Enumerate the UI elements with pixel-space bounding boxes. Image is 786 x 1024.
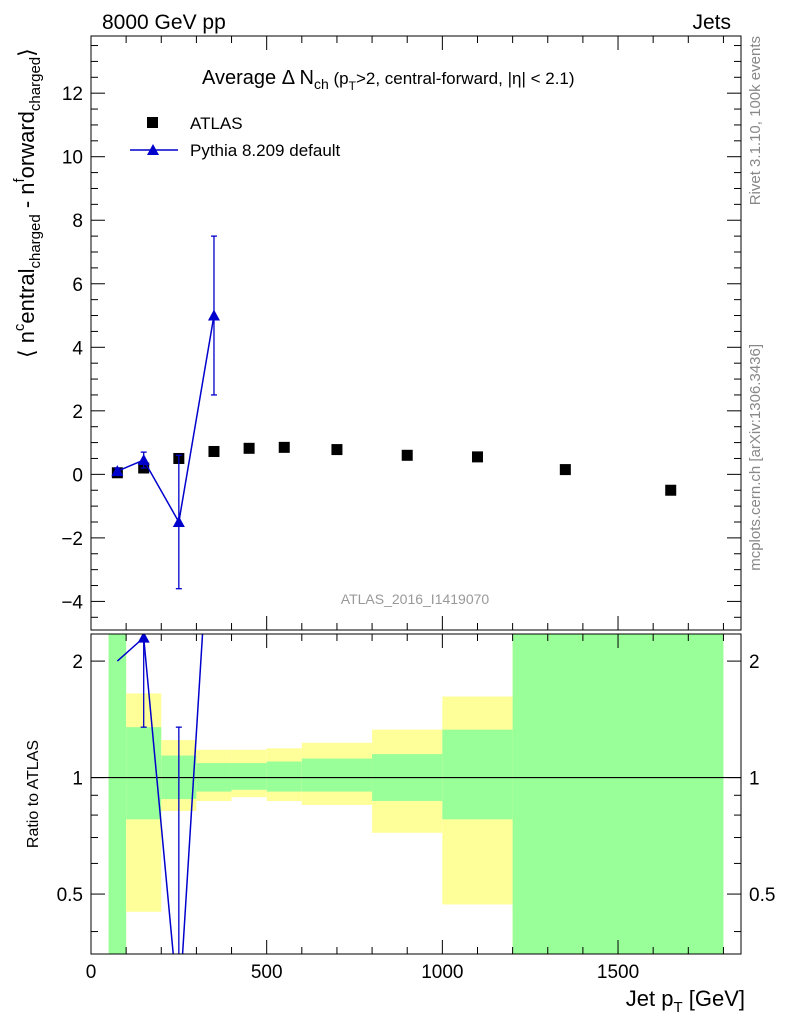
atlas-data-point xyxy=(471,451,483,463)
y-tick-label: 8 xyxy=(72,211,83,232)
title-rest: >2, central-forward, |η| < 2.1) xyxy=(356,69,575,88)
ratio-panel-frame xyxy=(90,633,742,955)
ratio-y-tick-labels: 0.5 0.5 1 1 2 2 xyxy=(57,652,776,906)
x-tick-label: 1500 xyxy=(597,962,639,983)
pythia-line xyxy=(117,315,215,525)
green-band xyxy=(266,761,302,792)
legend-atlas-marker xyxy=(147,117,158,128)
ratio-y-tick-label-right: 1 xyxy=(749,769,760,790)
main-panel: −4 −2 0 2 4 6 8 10 12 Average Δ Nch (pT>2, centr… xyxy=(11,35,742,631)
ylabel-mid: - n xyxy=(14,183,39,215)
main-panel-ticks xyxy=(90,36,741,630)
title-main: Average Δ N xyxy=(202,67,314,89)
analysis-watermark: ATLAS_2016_I1419070 xyxy=(341,591,490,607)
title-sub2: T xyxy=(349,79,357,93)
rivet-label: Rivet 3.1.10, 100k events xyxy=(747,36,764,205)
green-band xyxy=(512,634,724,954)
pythia-data-point xyxy=(137,454,150,466)
x-axis-label: Jet pT [GeV] xyxy=(626,986,745,1016)
pythia-ratio-point xyxy=(137,634,150,643)
atlas-data-point xyxy=(243,442,255,454)
legend-atlas-label: ATLAS xyxy=(190,114,243,133)
y-tick-label: 4 xyxy=(72,338,83,359)
ylabel-p1: entral xyxy=(14,269,39,324)
ylabel-close: ⟩ xyxy=(14,48,39,57)
atlas-data-point xyxy=(208,445,220,457)
y-tick-label: 12 xyxy=(62,84,83,105)
main-panel-frame xyxy=(90,35,742,631)
legend-pythia-label: Pythia 8.209 default xyxy=(190,141,341,160)
ratio-y-axis-label: Ratio to ATLAS xyxy=(25,740,42,848)
pythia-data-point xyxy=(207,309,220,321)
title-sub1: ch xyxy=(314,76,329,92)
ratio-panel-data xyxy=(91,634,741,954)
main-panel-data xyxy=(111,235,677,590)
y-tick-label: −2 xyxy=(61,529,83,550)
ylabel-p2: orward xyxy=(14,111,39,178)
ylabel-open: ⟨ n xyxy=(14,331,39,358)
x-tick-label: 500 xyxy=(251,962,283,983)
pythia-data-point xyxy=(172,516,185,527)
ylabel-sub1: charged xyxy=(27,214,44,268)
ratio-y-tick-label-right: 2 xyxy=(749,652,760,673)
atlas-data-point xyxy=(331,444,343,456)
xlabel-unit: [GeV] xyxy=(683,986,745,1011)
ylabel-sub2: charged xyxy=(27,57,44,111)
ratio-panel: 0.5 0.5 1 1 2 2 0 500 1000 1500 Ratio to ATLAS J… xyxy=(25,633,776,1016)
y-tick-label: 10 xyxy=(62,148,83,169)
y-tick-label: −4 xyxy=(61,592,83,613)
chart-title: Average Δ Nch (pT>2, central-forward, |η… xyxy=(202,67,575,93)
legend-pythia-marker xyxy=(147,144,159,155)
ratio-y-tick-label: 1 xyxy=(72,769,83,790)
y-tick-label: 6 xyxy=(72,275,83,296)
x-tick-label: 1000 xyxy=(421,962,463,983)
pythia-ratio-line xyxy=(116,634,204,954)
main-y-tick-labels: −4 −2 0 2 4 6 8 10 12 xyxy=(61,84,83,613)
atlas-data-point xyxy=(278,441,290,453)
atlas-data-point xyxy=(665,484,677,496)
pythia-data-point xyxy=(111,465,124,477)
xlabel-main: Jet p xyxy=(626,986,674,1011)
ratio-y-tick-label: 2 xyxy=(72,652,83,673)
green-band xyxy=(108,634,127,954)
header-right: Jets xyxy=(692,11,731,34)
green-band xyxy=(301,758,373,792)
ratio-y-tick-label: 0.5 xyxy=(57,885,83,906)
ylabel-sup2: f xyxy=(11,178,28,183)
atlas-data-point xyxy=(401,449,413,461)
y-tick-label: 0 xyxy=(72,465,83,486)
legend: ATLAS Pythia 8.209 default xyxy=(130,114,341,160)
ratio-uncertainty-bands xyxy=(108,634,724,954)
header-left: 8000 GeV pp xyxy=(102,11,226,34)
xlabel-sub: T xyxy=(673,999,682,1016)
green-band xyxy=(126,727,162,820)
atlas-data-point xyxy=(559,464,571,476)
title-mid: (p xyxy=(329,69,349,88)
main-y-axis-label: ⟨ ncentralcharged - nforwardcharged⟩ xyxy=(11,48,44,358)
green-band xyxy=(231,763,267,790)
x-tick-labels: 0 500 1000 1500 xyxy=(86,962,639,983)
y-tick-label: 2 xyxy=(72,402,83,423)
x-tick-label: 0 xyxy=(86,962,97,983)
ratio-y-tick-label-right: 0.5 xyxy=(749,885,775,906)
mcplots-label: mcplots.cern.ch [arXiv:1306.3436] xyxy=(747,344,764,571)
ylabel-sup1: c xyxy=(11,323,28,331)
green-band xyxy=(442,729,513,820)
